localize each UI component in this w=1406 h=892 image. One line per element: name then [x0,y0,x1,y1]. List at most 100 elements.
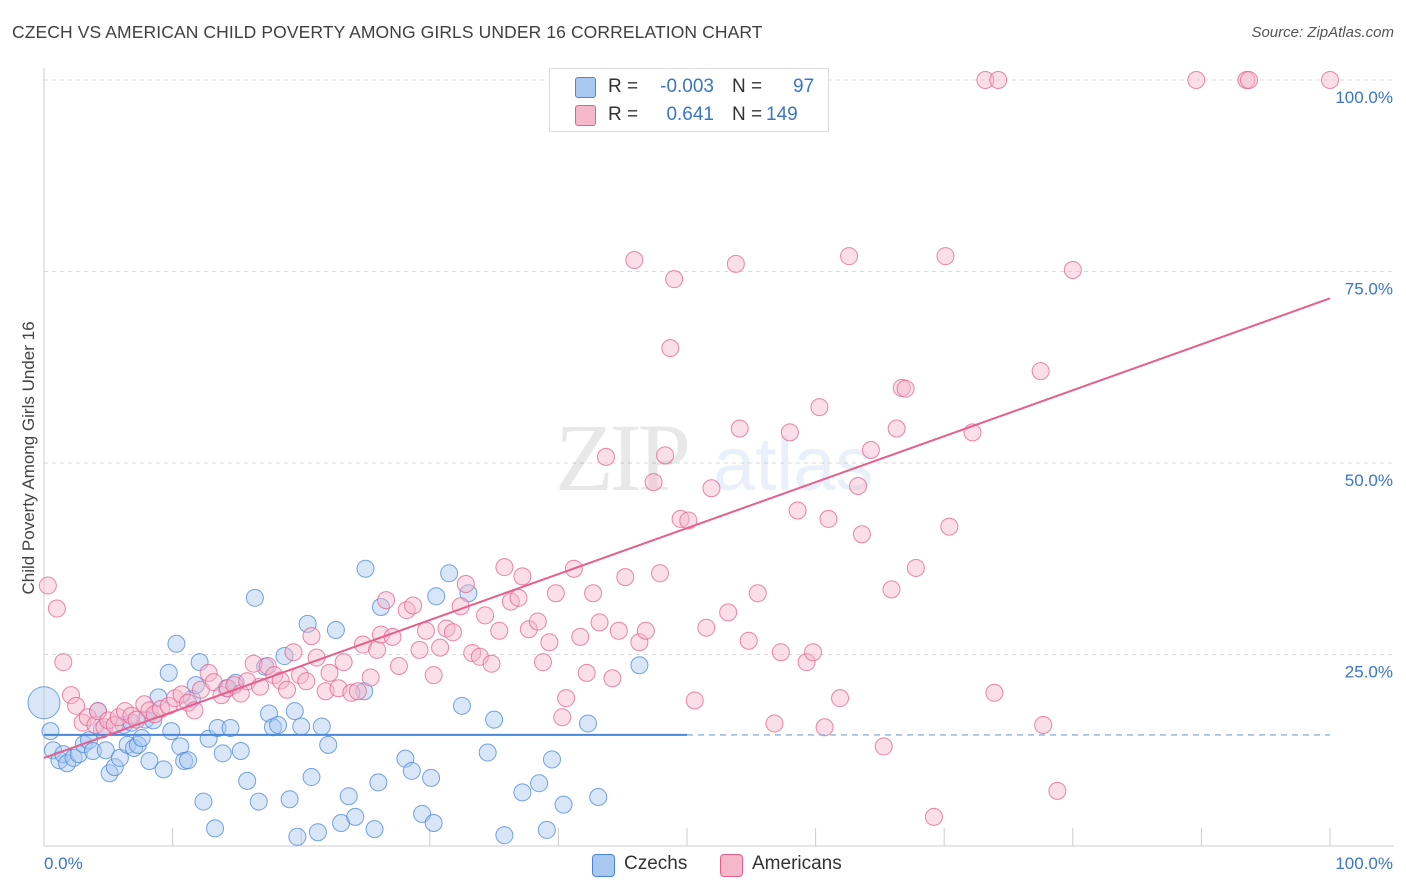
x-tick-label: 100.0% [1335,854,1393,873]
r-value: -0.003 [660,76,714,97]
american-point [519,620,538,639]
american-point [302,627,321,646]
y-tick-labels: 25.0% 50.0% 75.0% 100.0% [1335,88,1393,682]
czech-point [221,719,240,738]
american-point [553,708,572,727]
american-point [1239,71,1258,89]
american-point [297,672,316,691]
n-label: N = [732,104,763,125]
american-point [546,584,565,603]
american-point [650,564,669,583]
american-point [719,603,738,622]
american-point [887,419,906,438]
czech-point [589,787,608,806]
czech-point [41,722,60,741]
american-point [424,666,443,685]
r-label: R = [608,104,639,125]
american-point [431,638,450,657]
czech-point [213,744,232,763]
american-point [528,612,547,631]
correlation-legend: R = -0.003 N = 97 R = 0.641 N = 149 [549,68,829,132]
americans-points [38,71,1339,826]
czech-point [159,663,178,682]
american-point [78,708,97,727]
watermark-atlas: atlas [713,422,874,507]
american-point [726,254,745,273]
american-point [1063,260,1082,279]
czechs-legend-swatch [592,854,615,877]
y-tick-label: 75.0% [1345,280,1393,299]
series-legend: Czechs Americans [0,850,1406,880]
american-point [616,568,635,587]
american-point [906,558,925,577]
czech-point [302,768,321,787]
american-point [603,669,622,688]
american-point [342,683,361,702]
czech-point [427,587,446,606]
american-point [443,623,462,642]
x-tick-labels: 0.0% 100.0% [44,854,1393,873]
czech-point [308,823,327,842]
american-point [368,640,387,659]
american-point [1048,781,1067,800]
american-point [671,509,690,528]
czech-point [83,742,102,761]
czech-point [326,620,345,639]
american-point [989,71,1008,89]
american-point [788,501,807,520]
axes [43,68,1394,847]
czechs-swatch [575,77,596,98]
american-point [509,588,528,607]
czech-point [537,820,556,839]
american-point [661,339,680,358]
american-point [924,807,943,826]
american-point [896,379,915,398]
american-point [348,682,367,701]
czech-point [100,764,119,783]
american-point [490,621,509,640]
american-point [410,640,429,659]
american-point [636,621,655,640]
american-point [861,440,880,459]
american-point [320,663,339,682]
czech-point [346,807,365,826]
source-label: Source: ZipAtlas.com [1251,24,1394,41]
americans-legend-label: Americans [752,853,842,874]
czech-point [280,790,299,809]
czech-point [369,773,388,792]
american-point [739,631,758,650]
legend-row-czechs: R = -0.003 N = 97 [550,73,828,101]
american-point [495,558,514,577]
czech-point [630,656,649,675]
gridlines [44,79,1394,655]
czech-point [513,783,532,802]
american-point [1187,71,1206,89]
american-point [804,643,823,662]
american-point [470,647,489,666]
american-point [456,575,475,594]
n-value: 149 [766,104,798,125]
chart-title: CZECH VS AMERICAN CHILD POVERTY AMONG GI… [12,22,763,42]
american-point [730,419,749,438]
czech-point [194,792,213,811]
american-point [584,584,603,603]
n-label: N = [732,76,763,97]
czech-point [179,751,198,770]
american-point [882,580,901,599]
czech-point [440,564,459,583]
american-point [940,517,959,536]
r-value: 0.641 [666,104,714,125]
czech-point [238,771,257,790]
american-point [199,663,218,682]
americans-trend-line [43,297,1331,759]
american-point [815,718,834,737]
american-point [258,656,277,675]
american-point [334,653,353,672]
american-point [1321,71,1339,89]
american-point [62,686,81,705]
czech-point [285,702,304,721]
czech-point [422,768,441,787]
czech-point [356,559,375,578]
czech-point [530,774,549,793]
